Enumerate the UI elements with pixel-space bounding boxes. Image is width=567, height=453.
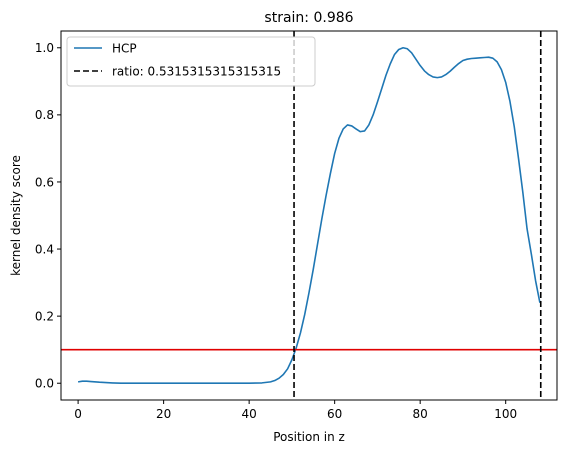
x-tick-label: 100 xyxy=(494,407,517,421)
x-tick-label: 40 xyxy=(241,407,256,421)
legend-box xyxy=(66,36,316,87)
x-tick-label: 0 xyxy=(74,407,82,421)
legend-label-ratio: ratio: 0.5315315315315315 xyxy=(112,65,281,79)
legend: HCP ratio: 0.5315315315315315 xyxy=(66,36,316,87)
y-tick-label: 0.4 xyxy=(35,242,54,256)
chart-title: strain: 0.986 xyxy=(264,10,353,26)
y-tick-label: 1.0 xyxy=(35,41,54,55)
axes-frame xyxy=(60,30,558,401)
y-axis-label: kernel density score xyxy=(9,155,23,276)
x-tick-label: 20 xyxy=(156,407,171,421)
y-tick-label: 0.0 xyxy=(35,377,54,391)
x-axis-label: Position in z xyxy=(273,430,345,444)
x-tick-label: 80 xyxy=(413,407,428,421)
x-tick-label: 60 xyxy=(327,407,342,421)
legend-label-hcp: HCP xyxy=(112,42,137,56)
x-axis-ticks: 0 20 40 60 80 100 xyxy=(74,400,517,421)
y-tick-label: 0.2 xyxy=(35,309,54,323)
series-line-hcp xyxy=(77,46,541,385)
y-tick-label: 0.8 xyxy=(35,108,54,122)
y-tick-label: 0.6 xyxy=(35,175,54,189)
y-axis-ticks: 0.0 0.2 0.4 0.6 0.8 1.0 xyxy=(35,41,61,391)
